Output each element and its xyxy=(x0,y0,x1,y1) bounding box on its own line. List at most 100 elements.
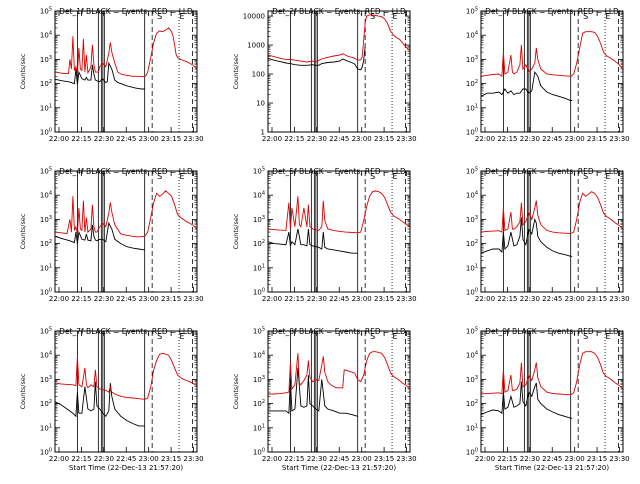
x-tick-label: 22:30 xyxy=(307,295,327,303)
series-line-lld xyxy=(267,190,411,234)
y-tick-label: 102 xyxy=(253,239,265,248)
series-line-events xyxy=(480,217,573,257)
detector-panel: Det_8f BLACK = Events, RED = LLDCounts/s… xyxy=(232,327,417,473)
y-tick-label: 105 xyxy=(466,167,478,176)
marker-label: S xyxy=(583,12,588,21)
y-tick-label: 101 xyxy=(466,423,478,432)
x-tick-label: 23:00 xyxy=(139,295,159,303)
x-tick-label: 22:30 xyxy=(94,295,114,303)
y-tick-label: 102 xyxy=(466,79,478,88)
x-tick-label: 22:00 xyxy=(262,295,282,303)
y-tick-label: 101 xyxy=(40,103,52,112)
marker-label: E xyxy=(606,12,611,21)
y-tick-label: 100 xyxy=(253,448,265,457)
x-tick-label: 22:30 xyxy=(520,135,540,143)
detector-panel: Det_7f BLACK = Events, RED = LLDCounts/s… xyxy=(19,327,204,473)
plot-frame xyxy=(54,330,198,453)
x-tick-label: 22:45 xyxy=(542,135,562,143)
y-axis-label: Counts/sec xyxy=(232,373,240,409)
x-tick-label: 23:15 xyxy=(161,455,181,463)
marker-label: E xyxy=(606,332,611,341)
marker-label: S xyxy=(583,172,588,181)
y-tick-label: 104 xyxy=(466,31,478,40)
detector-panel: Det_1f BLACK = Events, RED = LLDCounts/s… xyxy=(19,7,204,144)
x-tick-label: 23:00 xyxy=(565,135,585,143)
x-tick-label: 22:15 xyxy=(71,295,91,303)
y-tick-label: 101 xyxy=(466,103,478,112)
x-tick-label: 23:30 xyxy=(609,135,629,143)
x-tick-label: 22:00 xyxy=(475,295,495,303)
y-axis-label: Counts/sec xyxy=(19,373,27,409)
x-tick-label: 22:15 xyxy=(71,135,91,143)
marker-label: S xyxy=(370,332,375,341)
plot-frame xyxy=(267,10,411,133)
x-tick-label: 23:00 xyxy=(352,135,372,143)
x-tick-label: 23:15 xyxy=(374,455,394,463)
detector-panel: Det_3f BLACK = Events, RED = LLD10010110… xyxy=(466,7,630,144)
x-tick-label: 22:45 xyxy=(329,455,349,463)
x-tick-label: 23:30 xyxy=(183,455,203,463)
plot-frame xyxy=(267,170,411,293)
y-tick-label: 102 xyxy=(253,399,265,408)
x-tick-label: 22:00 xyxy=(475,135,495,143)
y-tick-label: 104 xyxy=(253,191,265,200)
series-line-lld xyxy=(268,351,411,395)
y-tick-label: 100 xyxy=(40,448,52,457)
x-axis-label: Start Time (22-Dec-13 21:57:20) xyxy=(282,464,396,472)
y-tick-label: 105 xyxy=(253,167,265,176)
x-tick-label: 23:30 xyxy=(396,295,416,303)
x-tick-label: 23:30 xyxy=(609,455,629,463)
y-tick-label: 102 xyxy=(466,399,478,408)
y-tick-label: 103 xyxy=(466,55,478,64)
series-line-lld xyxy=(480,351,624,396)
y-tick-label: 101 xyxy=(40,263,52,272)
marker-label: E xyxy=(393,12,398,21)
y-tick-label: 104 xyxy=(40,191,52,200)
x-tick-label: 23:15 xyxy=(161,295,181,303)
x-tick-label: 22:30 xyxy=(94,455,114,463)
y-tick-label: 10 xyxy=(256,100,265,108)
y-tick-label: 103 xyxy=(253,215,265,224)
y-tick-label: 100 xyxy=(40,128,52,137)
x-tick-label: 22:15 xyxy=(497,455,517,463)
marker-label: S xyxy=(157,332,162,341)
plot-frame xyxy=(267,330,411,453)
x-tick-label: 23:15 xyxy=(587,135,607,143)
y-tick-label: 100 xyxy=(252,71,265,79)
y-tick-label: 101 xyxy=(253,423,265,432)
y-tick-label: 103 xyxy=(40,375,52,384)
y-tick-label: 105 xyxy=(466,7,478,16)
y-tick-label: 1 xyxy=(261,129,265,137)
x-tick-label: 23:00 xyxy=(565,295,585,303)
x-tick-label: 23:15 xyxy=(587,455,607,463)
marker-label: E xyxy=(393,332,398,341)
y-tick-label: 103 xyxy=(40,55,52,64)
x-tick-label: 23:30 xyxy=(183,295,203,303)
y-tick-label: 105 xyxy=(40,327,52,336)
x-tick-label: 22:30 xyxy=(94,135,114,143)
y-tick-label: 104 xyxy=(40,351,52,360)
y-tick-label: 100 xyxy=(466,448,478,457)
x-tick-label: 22:30 xyxy=(520,455,540,463)
detector-panel: Det_4f BLACK = Events, RED = LLDCounts/s… xyxy=(19,167,204,304)
x-tick-label: 22:00 xyxy=(262,455,282,463)
plot-frame xyxy=(480,330,624,453)
y-tick-label: 100 xyxy=(253,288,265,297)
marker-label: S xyxy=(583,332,588,341)
x-tick-label: 23:30 xyxy=(183,135,203,143)
marker-label: E xyxy=(180,332,185,341)
x-tick-label: 23:30 xyxy=(609,295,629,303)
x-tick-label: 22:15 xyxy=(284,295,304,303)
y-tick-label: 101 xyxy=(253,263,265,272)
x-tick-label: 22:00 xyxy=(262,135,282,143)
x-tick-label: 23:00 xyxy=(352,295,372,303)
x-tick-label: 22:30 xyxy=(520,295,540,303)
y-tick-label: 102 xyxy=(40,79,52,88)
detector-panel: Det_6f BLACK = Events, RED = LLD10010110… xyxy=(466,167,630,304)
y-tick-label: 101 xyxy=(466,263,478,272)
x-tick-label: 23:15 xyxy=(374,135,394,143)
y-axis-label: Counts/sec xyxy=(232,213,240,249)
y-tick-label: 103 xyxy=(40,215,52,224)
